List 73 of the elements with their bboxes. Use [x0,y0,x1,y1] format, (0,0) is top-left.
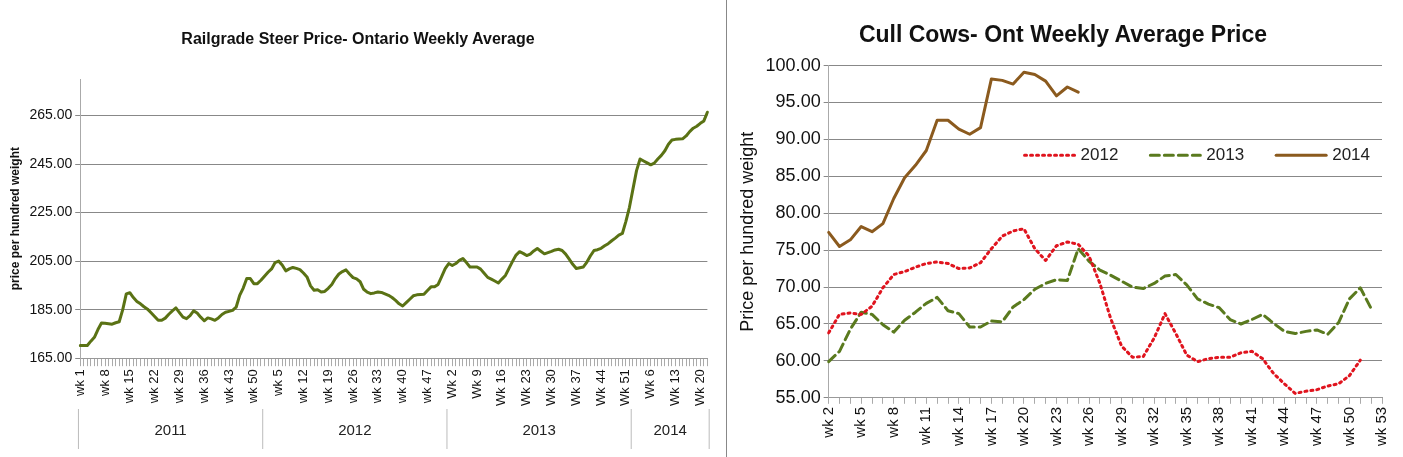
y-tick-label: 100.00 [765,54,821,75]
x-tick-label: wk 8 [883,406,901,439]
x-tick-label: wk 29 [171,369,187,405]
y-tick-label: 225.00 [29,203,73,220]
y-tick-label: 245.00 [29,154,73,171]
x-tick-label: wk 47 [1307,406,1325,447]
x-tick-label: Wk 9 [468,369,484,399]
x-tick-label: wk 11 [916,406,934,446]
x-tick-label: wk 50 [1339,406,1357,447]
line-series [827,227,1362,395]
x-tick-label: wk 44 [1274,406,1292,447]
y-tick-label: 75.00 [775,239,821,260]
x-tick-label: wk 26 [344,369,360,405]
chart-title: Railgrade Steer Price- Ontario Weekly Average [181,30,535,48]
y-tick-label: 165.00 [29,349,73,366]
y-tick-label: 60.00 [775,349,821,370]
x-tick-label: wk 2 [818,406,836,439]
x-tick-label: Wk 16 [493,369,509,406]
y-tick-label: 65.00 [775,312,821,333]
x-tick-label: wk 35 [1176,406,1194,447]
x-tick-label: Wk 6 [642,369,658,399]
x-tick-label: wk 12 [295,369,311,405]
x-tick-label: Wk 30 [543,369,559,406]
x-tick-label: wk 17 [981,406,999,447]
chart-title: Cull Cows- Ont Weekly Average Price [858,21,1268,48]
x-tick-label: Wk 20 [691,369,707,406]
x-tick-label: Wk 51 [617,369,633,406]
x-tick-label: wk 53 [1372,406,1390,447]
x-tick-label: wk 23 [1046,406,1064,447]
y-tick-label: 80.00 [775,202,821,223]
x-tick-label: Wk 44 [592,369,608,406]
x-tick-label: wk 1 [71,369,87,397]
x-tick-label: Wk 37 [567,369,583,406]
y-axis-title: Price per hundred weight [736,131,757,332]
line-series [827,247,1373,364]
x-tick-label: wk 8 [96,369,112,397]
x-tick-label: wk 22 [146,369,162,405]
legend-label: 2013 [1206,144,1245,164]
x-tick-label: wk 5 [851,406,869,439]
legend-label: 2014 [1332,144,1371,164]
y-axis-title: price per hundred weight [7,147,22,291]
x-tick-label: wk 50 [245,369,261,405]
x-tick-label: wk 26 [1079,406,1097,447]
text: 2014 [653,421,687,439]
legend-label: 2012 [1080,144,1119,164]
x-tick-label: wk 32 [1144,406,1162,447]
x-tick-label: wk 5 [270,369,286,397]
x-tick-label: wk 43 [220,369,236,405]
y-tick-label: 205.00 [29,251,73,268]
text: 2012 [338,421,372,439]
x-tick-label: wk 41 [1241,406,1259,447]
x-tick-label: wk 36 [195,369,211,405]
x-tick-label: Wk 13 [667,369,683,406]
y-tick-label: 90.00 [775,128,821,149]
y-tick-label: 185.00 [29,300,73,317]
y-tick-label: 265.00 [29,106,73,123]
y-tick-label: 95.00 [775,91,821,112]
y-tick-label: 70.00 [775,276,821,297]
x-tick-label: wk 20 [1014,406,1032,447]
x-tick-label: wk 47 [419,369,435,405]
text: 2013 [522,421,556,439]
text: 2011 [154,421,187,439]
x-tick-label: wk 33 [369,369,385,405]
x-tick-label: wk 38 [1209,406,1227,447]
y-tick-label: 55.00 [775,386,821,407]
x-tick-label: wk 15 [121,369,137,405]
x-tick-label: wk 19 [319,369,335,405]
x-tick-label: Wk 23 [518,369,534,406]
y-tick-label: 85.00 [775,165,821,186]
x-tick-label: Wk 2 [443,369,459,399]
x-tick-label: wk 14 [948,406,966,447]
x-tick-label: wk 29 [1111,406,1129,447]
x-tick-label: wk 40 [394,369,410,405]
